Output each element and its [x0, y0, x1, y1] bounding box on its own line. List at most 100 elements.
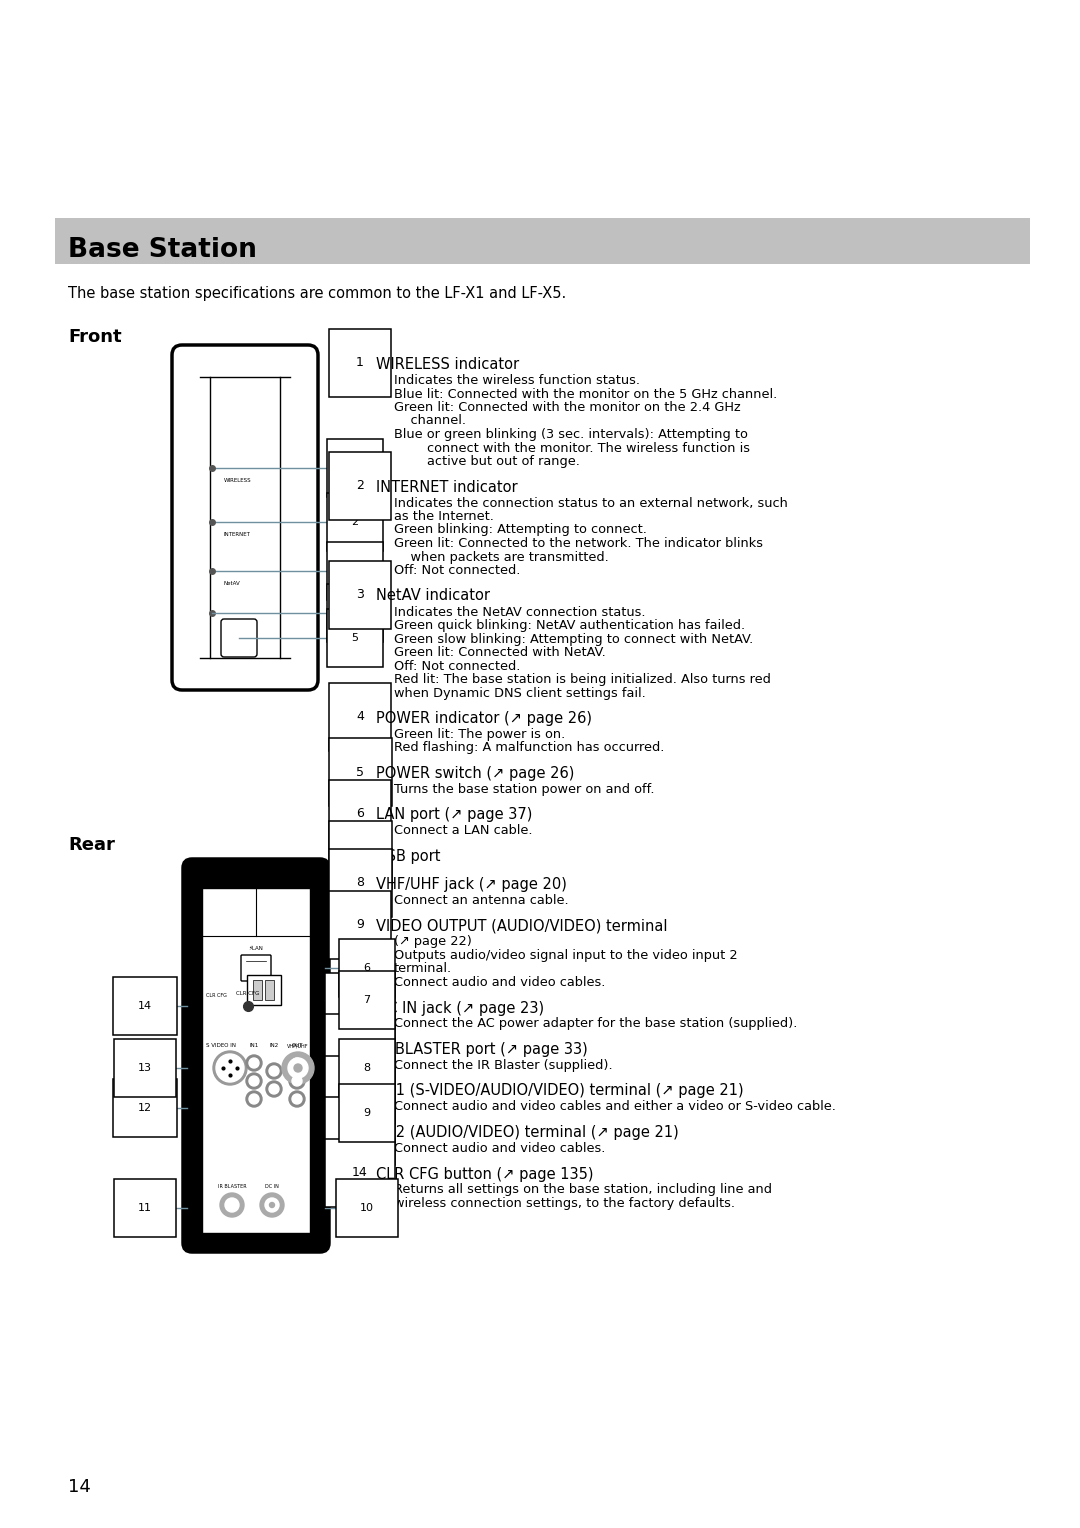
- Text: Green lit: Connected to the network. The indicator blinks: Green lit: Connected to the network. The…: [394, 536, 762, 550]
- Text: Connect an antenna cable.: Connect an antenna cable.: [394, 894, 569, 908]
- Text: Connect audio and video cables.: Connect audio and video cables.: [394, 976, 606, 989]
- Text: 4: 4: [351, 608, 359, 617]
- Circle shape: [249, 1094, 259, 1105]
- Text: Front: Front: [68, 329, 122, 345]
- Text: terminal.: terminal.: [394, 963, 453, 975]
- Text: 11: 11: [352, 1042, 368, 1054]
- Text: VHF/UHF jack (↗ page 20): VHF/UHF jack (↗ page 20): [376, 877, 567, 892]
- Text: 11: 11: [138, 1203, 152, 1213]
- Text: active but out of range.: active but out of range.: [394, 455, 580, 468]
- FancyBboxPatch shape: [172, 345, 318, 691]
- Text: Green slow blinking: Attempting to connect with NetAV.: Green slow blinking: Attempting to conne…: [394, 633, 753, 645]
- Text: Indicates the connection status to an external network, such: Indicates the connection status to an ex…: [394, 497, 788, 509]
- Text: Indicates the NetAV connection status.: Indicates the NetAV connection status.: [394, 605, 646, 619]
- Text: VHF/UHF: VHF/UHF: [287, 1044, 309, 1048]
- Bar: [55, 219, 1030, 264]
- Text: Green blinking: Attempting to connect.: Green blinking: Attempting to connect.: [394, 524, 647, 536]
- Text: S VIDEO IN: S VIDEO IN: [206, 1044, 237, 1048]
- Text: wireless connection settings, to the factory defaults.: wireless connection settings, to the fac…: [394, 1196, 735, 1210]
- Text: Blue or green blinking (3 sec. intervals): Attempting to: Blue or green blinking (3 sec. intervals…: [394, 428, 747, 442]
- Text: Rear: Rear: [68, 836, 114, 854]
- Text: Green lit: Connected with NetAV.: Green lit: Connected with NetAV.: [394, 646, 606, 659]
- Text: 12: 12: [138, 1103, 152, 1112]
- Text: 3: 3: [356, 588, 364, 601]
- Bar: [265, 979, 274, 999]
- Text: INTERNET: INTERNET: [224, 532, 251, 536]
- Text: DC IN jack (↗ page 23): DC IN jack (↗ page 23): [376, 1001, 544, 1016]
- Circle shape: [269, 1083, 279, 1094]
- Text: 8: 8: [364, 1063, 370, 1073]
- Text: 14: 14: [68, 1478, 91, 1496]
- Text: POWER switch (↗ page 26): POWER switch (↗ page 26): [376, 766, 575, 781]
- Text: 8: 8: [356, 877, 364, 889]
- Text: WIRELESS indicator: WIRELESS indicator: [376, 358, 519, 371]
- Text: OUT: OUT: [292, 1044, 302, 1048]
- Circle shape: [288, 1057, 308, 1077]
- Text: IN2: IN2: [269, 1044, 279, 1048]
- Text: 12: 12: [352, 1083, 368, 1096]
- Text: 3: 3: [351, 565, 359, 576]
- Text: Connect the AC power adapter for the base station (supplied).: Connect the AC power adapter for the bas…: [394, 1018, 797, 1030]
- Text: LAN port (↗ page 37): LAN port (↗ page 37): [376, 807, 532, 822]
- Bar: [202, 888, 310, 1233]
- Circle shape: [249, 1057, 259, 1068]
- Text: Red lit: The base station is being initialized. Also turns red: Red lit: The base station is being initi…: [394, 672, 771, 686]
- Text: Connect audio and video cables and either a video or S-video cable.: Connect audio and video cables and eithe…: [394, 1100, 836, 1114]
- Text: Off: Not connected.: Off: Not connected.: [394, 564, 521, 578]
- Text: IR BLASTER port (↗ page 33): IR BLASTER port (↗ page 33): [376, 1042, 588, 1057]
- FancyBboxPatch shape: [247, 975, 281, 1005]
- Text: Connect audio and video cables.: Connect audio and video cables.: [394, 1141, 606, 1155]
- Circle shape: [246, 1073, 262, 1089]
- Text: IN 1 (S-VIDEO/AUDIO/VIDEO) terminal (↗ page 21): IN 1 (S-VIDEO/AUDIO/VIDEO) terminal (↗ p…: [376, 1083, 744, 1099]
- Text: 13: 13: [352, 1125, 368, 1137]
- Text: The base station specifications are common to the LF-X1 and LF-X5.: The base station specifications are comm…: [68, 286, 566, 301]
- Text: 6: 6: [356, 807, 364, 821]
- Text: 1: 1: [351, 463, 359, 474]
- Circle shape: [266, 1080, 282, 1097]
- Circle shape: [282, 1051, 314, 1083]
- Text: Blue lit: Connected with the monitor on the 5 GHz channel.: Blue lit: Connected with the monitor on …: [394, 388, 778, 400]
- Circle shape: [289, 1091, 305, 1106]
- Text: 7: 7: [356, 848, 364, 862]
- Text: when Dynamic DNS client settings fail.: when Dynamic DNS client settings fail.: [394, 686, 646, 700]
- Text: when packets are transmitted.: when packets are transmitted.: [394, 550, 609, 564]
- FancyBboxPatch shape: [221, 619, 257, 657]
- Text: DC IN: DC IN: [265, 1184, 279, 1189]
- Circle shape: [292, 1094, 302, 1105]
- Circle shape: [260, 1193, 284, 1216]
- Circle shape: [292, 1076, 302, 1086]
- Text: as the Internet.: as the Internet.: [394, 510, 494, 523]
- Text: Green lit: The power is on.: Green lit: The power is on.: [394, 727, 565, 741]
- Circle shape: [246, 1091, 262, 1106]
- Text: ⚡LAN: ⚡LAN: [248, 946, 264, 950]
- Circle shape: [220, 1193, 244, 1216]
- Circle shape: [292, 1057, 302, 1068]
- FancyBboxPatch shape: [241, 955, 271, 981]
- Text: Base Station: Base Station: [68, 237, 257, 263]
- Text: CLR CFG: CLR CFG: [237, 992, 259, 996]
- Circle shape: [289, 1073, 305, 1089]
- Text: 1: 1: [356, 356, 364, 370]
- Text: IN 2 (AUDIO/VIDEO) terminal (↗ page 21): IN 2 (AUDIO/VIDEO) terminal (↗ page 21): [376, 1125, 678, 1140]
- Text: Outputs audio/video signal input to the video input 2: Outputs audio/video signal input to the …: [394, 949, 738, 963]
- Text: 2: 2: [356, 478, 364, 492]
- Text: Off: Not connected.: Off: Not connected.: [394, 660, 521, 672]
- Text: CLR CFG: CLR CFG: [206, 993, 227, 998]
- Text: NetAV: NetAV: [224, 581, 241, 587]
- Bar: [253, 979, 262, 999]
- Circle shape: [225, 1198, 239, 1212]
- Circle shape: [289, 1054, 305, 1071]
- Text: 5: 5: [351, 633, 359, 643]
- Text: IR BLASTER: IR BLASTER: [218, 1184, 246, 1189]
- Text: 6: 6: [364, 963, 370, 973]
- Text: VIDEO OUTPUT (AUDIO/VIDEO) terminal: VIDEO OUTPUT (AUDIO/VIDEO) terminal: [376, 918, 667, 934]
- Text: 10: 10: [352, 999, 368, 1013]
- Text: Turns the base station power on and off.: Turns the base station power on and off.: [394, 782, 654, 796]
- Text: 9: 9: [364, 1108, 370, 1118]
- Text: Connect the IR Blaster (supplied).: Connect the IR Blaster (supplied).: [394, 1059, 612, 1073]
- Circle shape: [246, 1054, 262, 1071]
- Text: 2: 2: [351, 516, 359, 527]
- Circle shape: [266, 1063, 282, 1079]
- Text: WIRELESS: WIRELESS: [224, 478, 252, 483]
- Circle shape: [213, 1051, 247, 1085]
